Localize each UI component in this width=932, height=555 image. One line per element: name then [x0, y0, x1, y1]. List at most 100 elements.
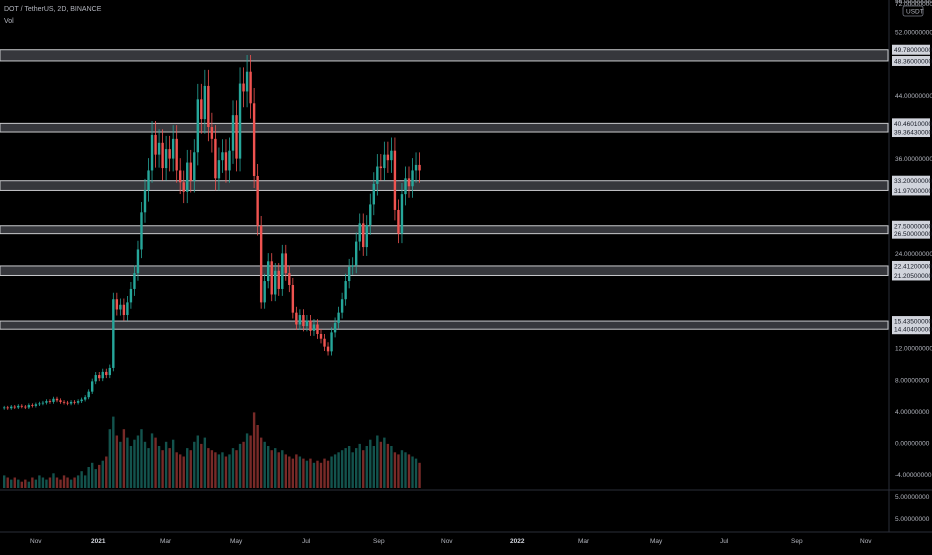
zone-bottom-label-2: 31.97000000 [894, 188, 932, 195]
candle-body-107 [379, 166, 383, 169]
price-tick-11: 0.00000000 [895, 441, 930, 448]
volume-bar-44 [157, 446, 161, 488]
candle-body-7 [27, 405, 31, 408]
zone-band-0[interactable] [0, 49, 889, 62]
volume-bar-95 [337, 452, 340, 488]
volume-bar-56 [200, 443, 203, 488]
volume-bar-88 [312, 462, 316, 488]
candle-body-38 [136, 249, 140, 274]
candle-body-11 [41, 402, 45, 404]
candle-body-100 [355, 241, 358, 266]
volume-bar-83 [295, 454, 298, 488]
volume-bar-34 [122, 429, 126, 488]
candle-body-73 [259, 225, 263, 303]
zone-bottom-label-3: 26.50000000 [894, 231, 932, 238]
time-tick-10: Jul [720, 538, 729, 545]
candle-body-2 [10, 406, 13, 409]
volume-bar-1 [6, 477, 9, 488]
candle-body-58 [207, 85, 210, 127]
candle-body-29 [105, 371, 108, 376]
volume-bar-110 [390, 446, 393, 488]
volume-bar-94 [333, 454, 337, 488]
volume-bar-38 [136, 435, 140, 488]
volume-bar-66 [235, 450, 238, 488]
candle-body-31 [112, 299, 115, 368]
price-tick-9: 8.00000000 [895, 377, 930, 384]
volume-bar-51 [182, 456, 185, 488]
candle-body-45 [161, 142, 164, 169]
volume-bar-60 [214, 452, 217, 488]
volume-bar-41 [147, 448, 150, 488]
time-tick-5: Sep [373, 538, 385, 545]
zone-band-3[interactable] [0, 225, 889, 235]
volume-bar-36 [129, 446, 133, 488]
zone-bottom-label-bg-3 [892, 228, 930, 239]
volume-bar-53 [189, 450, 192, 488]
candle-body-89 [316, 324, 319, 334]
zone-band-1[interactable] [0, 122, 889, 133]
candle-body-64 [228, 150, 231, 171]
candle-body-93 [330, 332, 333, 352]
candle-body-56 [200, 99, 203, 120]
volume-bar-93 [330, 456, 333, 488]
volume-bar-19 [69, 479, 73, 488]
candle-body-96 [340, 299, 344, 313]
candle-body-19 [69, 401, 73, 404]
volume-bar-91 [323, 458, 326, 488]
candle-body-108 [383, 154, 386, 169]
volume-bar-77 [274, 448, 277, 488]
volume-bar-33 [119, 441, 122, 488]
candle-body-36 [129, 288, 133, 303]
candle-body-68 [242, 83, 245, 92]
volume-bar-109 [386, 443, 390, 488]
volume-bar-58 [207, 448, 210, 488]
candle-body-37 [133, 273, 136, 289]
volume-bar-35 [126, 437, 129, 488]
candle-body-98 [347, 266, 351, 282]
volume-bar-13 [48, 477, 52, 488]
candle-body-61 [217, 160, 221, 179]
candle-body-62 [221, 152, 224, 161]
zone-bottom-label-bg-0 [892, 55, 930, 66]
volume-bar-12 [45, 479, 48, 488]
candle-body-106 [376, 166, 379, 184]
zone-band-5[interactable] [0, 320, 889, 330]
volume-bar-14 [52, 473, 55, 488]
volume-bar-96 [340, 450, 344, 488]
volume-bar-85 [302, 458, 305, 488]
volume-bar-43 [154, 437, 157, 488]
zone-band-2[interactable] [0, 180, 889, 191]
volume-bar-61 [217, 454, 221, 488]
volume-bar-98 [347, 446, 351, 488]
currency-badge[interactable] [902, 5, 924, 17]
candle-body-72 [256, 175, 259, 226]
candle-body-111 [393, 150, 397, 210]
candle-body-95 [337, 312, 340, 323]
candle-body-0 [3, 407, 6, 409]
zone-top-label-0: 49.78000000 [894, 47, 932, 54]
candle-body-26 [94, 375, 97, 382]
volume-bar-9 [34, 479, 38, 488]
candle-body-87 [309, 320, 312, 331]
candle-body-4 [17, 405, 20, 408]
zone-top-label-bg-4 [892, 260, 930, 271]
candle-body-115 [407, 178, 411, 187]
volume-bar-20 [73, 477, 76, 488]
zone-band-4[interactable] [0, 265, 889, 276]
volume-bar-23 [83, 475, 87, 488]
candle-body-43 [154, 134, 157, 155]
volume-bar-86 [305, 460, 309, 488]
volume-bar-52 [186, 448, 189, 488]
price-tick-7: 24.00000000 [895, 251, 932, 258]
candle-body-15 [55, 398, 59, 401]
volume-bar-68 [242, 441, 245, 488]
candle-body-84 [298, 315, 302, 325]
candle-body-55 [196, 99, 199, 153]
volume-bar-78 [277, 452, 280, 488]
volume-bar-30 [108, 429, 111, 488]
candle-body-90 [319, 333, 323, 339]
volume-indicator-label: Vol [4, 18, 14, 25]
zone-bottom-label-bg-1 [892, 127, 930, 138]
